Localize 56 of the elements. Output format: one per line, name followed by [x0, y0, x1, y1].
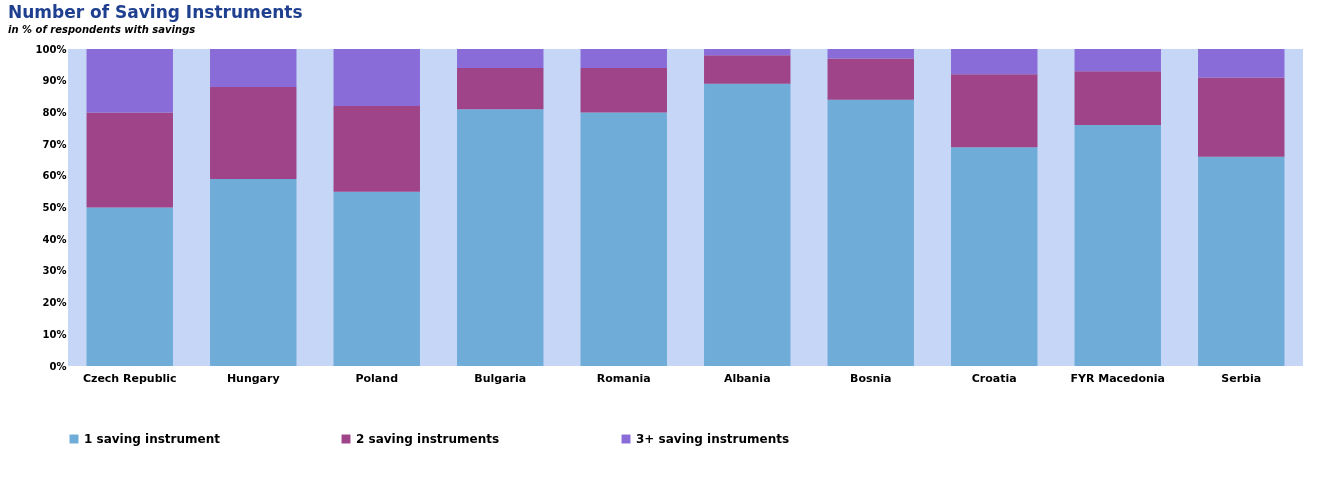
bar	[210, 178, 297, 366]
bar	[457, 49, 544, 69]
bar	[333, 106, 420, 192]
bar	[951, 49, 1038, 75]
bar	[210, 87, 297, 179]
y-tick-label: 60%	[42, 170, 67, 182]
y-tick-label: 90%	[42, 75, 67, 87]
bar	[457, 109, 544, 366]
bar	[827, 99, 914, 366]
y-tick-label: 70%	[42, 138, 67, 150]
bar	[827, 58, 914, 100]
bar	[704, 83, 791, 366]
y-tick-label: 0%	[49, 360, 67, 372]
legend-label: 2 saving instruments	[356, 432, 500, 446]
y-tick-label: 10%	[42, 328, 67, 340]
bar	[457, 68, 544, 110]
bar	[1198, 156, 1285, 366]
x-tick-label: Hungary	[226, 371, 280, 385]
bar	[333, 49, 420, 107]
y-tick-label: 40%	[42, 233, 67, 245]
x-tick-label: Bulgaria	[474, 371, 527, 385]
legend-label: 3+ saving instruments	[636, 432, 790, 446]
x-tick-label: Serbia	[1221, 371, 1262, 385]
bar	[1198, 49, 1285, 78]
bar	[580, 68, 667, 113]
chart-title: Number of Saving Instruments	[8, 2, 303, 22]
bar	[86, 49, 173, 113]
x-tick-label: Poland	[355, 371, 399, 385]
bar	[86, 207, 173, 366]
bar	[1198, 77, 1285, 157]
y-tick-label: 30%	[42, 265, 67, 277]
x-tick-label: FYR Macedonia	[1070, 371, 1166, 385]
y-tick-label: 20%	[42, 297, 67, 309]
bar	[827, 49, 914, 59]
bar	[951, 147, 1038, 366]
bar	[951, 74, 1038, 148]
bar	[704, 49, 791, 56]
x-tick-label: Croatia	[971, 371, 1017, 385]
x-tick-label: Albania	[723, 371, 771, 385]
y-tick-label: 50%	[42, 202, 67, 213]
y-tick-label: 100%	[35, 43, 67, 55]
bar	[1074, 49, 1161, 72]
bar	[580, 112, 667, 366]
x-tick-label: Bosnia	[849, 371, 892, 385]
chart-subtitle: in % of respondents with savings	[8, 24, 196, 35]
bar	[333, 191, 420, 366]
legend-label: 1 saving instrument	[84, 432, 221, 446]
bar	[1074, 125, 1161, 366]
bar	[86, 112, 173, 208]
bar	[704, 55, 791, 84]
bar	[1074, 71, 1161, 126]
bar	[580, 49, 667, 69]
x-tick-label: Czech Republic	[82, 371, 177, 385]
x-tick-label: Romania	[596, 371, 651, 385]
bar	[210, 49, 297, 88]
y-tick-label: 80%	[42, 106, 67, 118]
